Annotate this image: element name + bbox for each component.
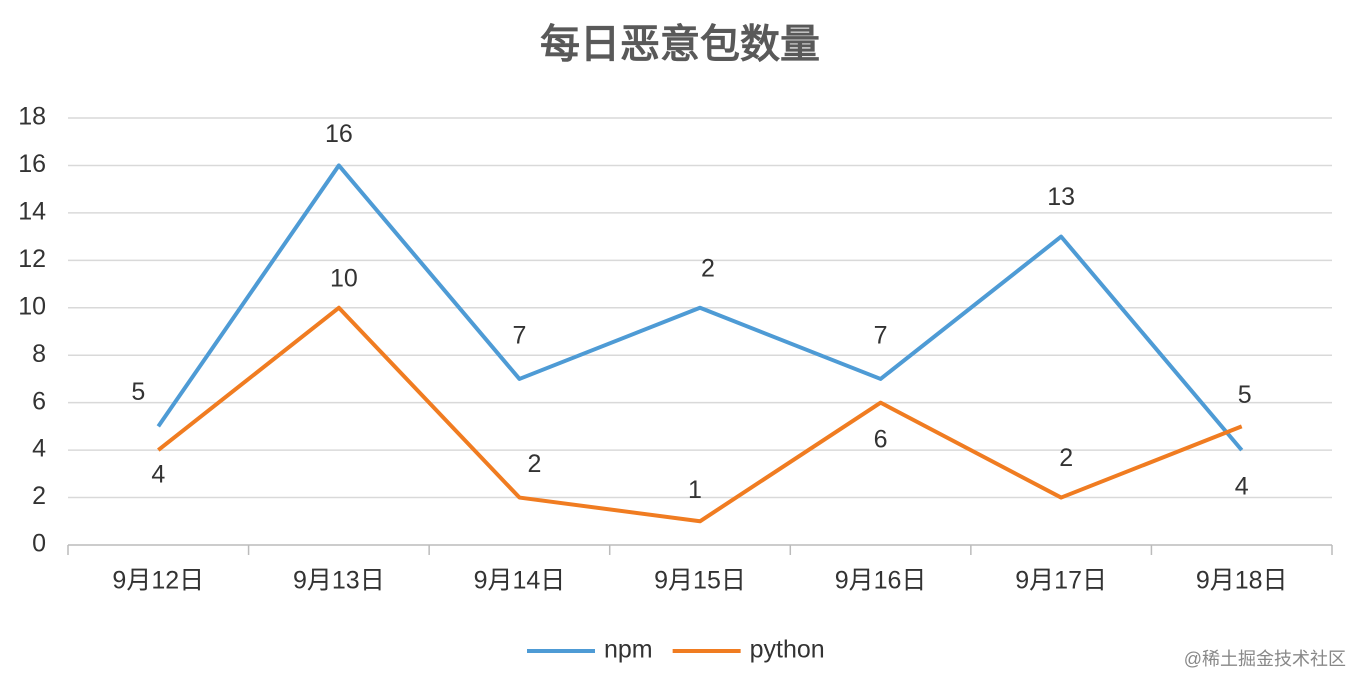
chart-title: 每日恶意包数量 — [540, 23, 820, 67]
data-label: 5 — [1238, 381, 1252, 409]
y-tick-label: 10 — [18, 292, 46, 320]
x-tick-label: 9月15日 — [654, 567, 746, 595]
data-label: 7 — [874, 322, 888, 350]
data-label: 6 — [874, 425, 888, 453]
line-series — [156, 163, 1244, 452]
data-label: 2 — [1059, 444, 1073, 472]
legend-label: npm — [604, 636, 653, 664]
legend-label: python — [750, 636, 825, 664]
data-label: 1 — [688, 476, 702, 504]
x-tick-label: 9月18日 — [1196, 567, 1288, 595]
data-label: 5 — [131, 378, 145, 406]
x-tick-label: 9月16日 — [835, 567, 927, 595]
y-tick-label: 8 — [32, 340, 46, 368]
x-tick-label: 9月14日 — [474, 567, 566, 595]
y-tick-label: 0 — [32, 530, 46, 558]
annotation: 2 — [701, 254, 715, 282]
data-label: 4 — [151, 461, 165, 489]
data-label: 10 — [330, 264, 358, 292]
y-tick-label: 6 — [32, 387, 46, 415]
watermark: @稀土掘金技术社区 — [1184, 649, 1346, 669]
y-tick-label: 14 — [18, 197, 46, 225]
data-label: 13 — [1047, 183, 1075, 211]
x-tick-label: 9月13日 — [293, 567, 385, 595]
y-tick-label: 18 — [18, 103, 46, 131]
y-tick-label: 2 — [32, 482, 46, 510]
data-label: 2 — [527, 450, 541, 478]
data-label: 4 — [1235, 473, 1249, 501]
x-tick-label: 9月17日 — [1015, 567, 1107, 595]
y-tick-label: 12 — [18, 245, 46, 273]
y-tick-label: 4 — [32, 435, 46, 463]
x-tick-label: 9月12日 — [112, 567, 204, 595]
data-label: 16 — [325, 120, 353, 148]
data-label: 7 — [512, 322, 526, 350]
y-tick-label: 16 — [18, 150, 46, 178]
line-series — [157, 305, 1243, 524]
